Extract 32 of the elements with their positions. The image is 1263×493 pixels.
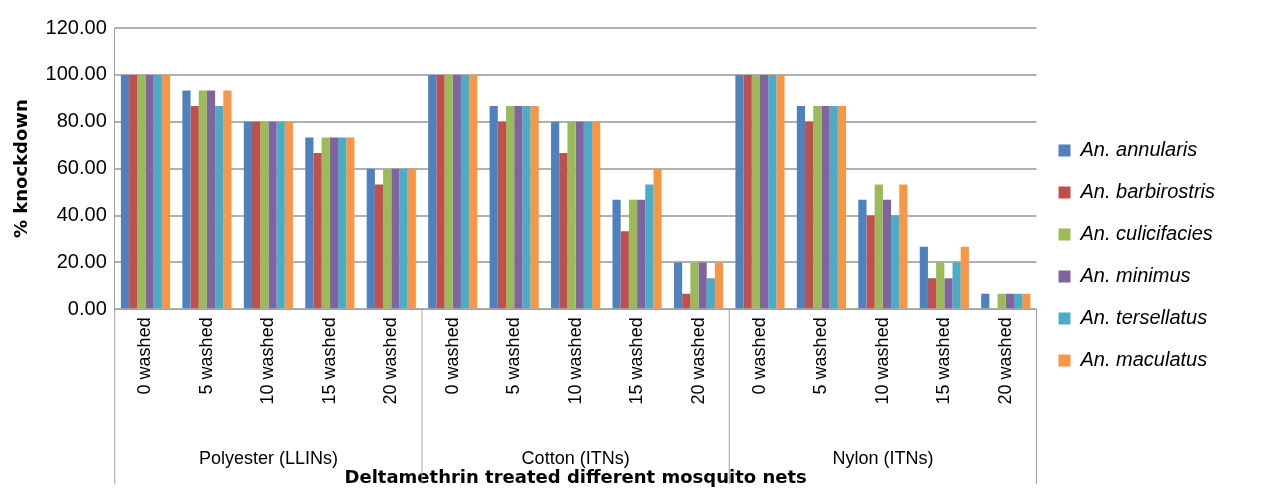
x-tick-label: 5 washed [195, 317, 216, 395]
x-tick-label: 15 washed [626, 317, 647, 405]
text: Cotton (ITNs) [521, 448, 630, 469]
x-tick-label: 0 washed [134, 317, 155, 395]
x-tick-label: 5 washed [810, 317, 831, 395]
x-tick-label: 0 washed [748, 317, 769, 395]
y-tick-label: 20.00 [56, 249, 107, 272]
x-tick-label: 20 washed [994, 317, 1015, 405]
legend-label: An. tersellatus [1079, 306, 1208, 329]
x-tick-label: 10 washed [564, 317, 585, 405]
legend-label: An. culicifacies [1079, 222, 1213, 245]
x-tick-label: 20 washed [380, 317, 401, 405]
x-tick-label: 15 washed [933, 317, 954, 405]
y-tick-label: 100.00 [45, 62, 107, 85]
x-tick-label: 0 washed [441, 317, 462, 395]
y-axis-title: % knockdown [10, 99, 32, 239]
x-tick-label: 5 washed [503, 317, 524, 395]
y-tick-label: 120.00 [45, 15, 107, 38]
y-tick-label: 0.00 [67, 296, 107, 319]
text: Polyester (LLINs) [198, 448, 338, 469]
legend-label: An. barbirostris [1079, 180, 1216, 203]
y-tick-label: 40.00 [56, 203, 107, 226]
x-tick-label: 15 washed [318, 317, 339, 405]
legend-label: An. maculatus [1079, 348, 1208, 371]
x-tick-label: 10 washed [871, 317, 892, 405]
x-tick-label: 10 washed [257, 317, 278, 405]
y-tick-label: 80.00 [56, 109, 107, 132]
text: Nylon (ITNs) [832, 448, 934, 469]
legend-label: An. minimus [1079, 264, 1191, 287]
y-tick-label: 60.00 [56, 156, 107, 179]
legend-label: An. annularis [1079, 138, 1198, 161]
x-tick-label: 20 washed [687, 317, 708, 405]
